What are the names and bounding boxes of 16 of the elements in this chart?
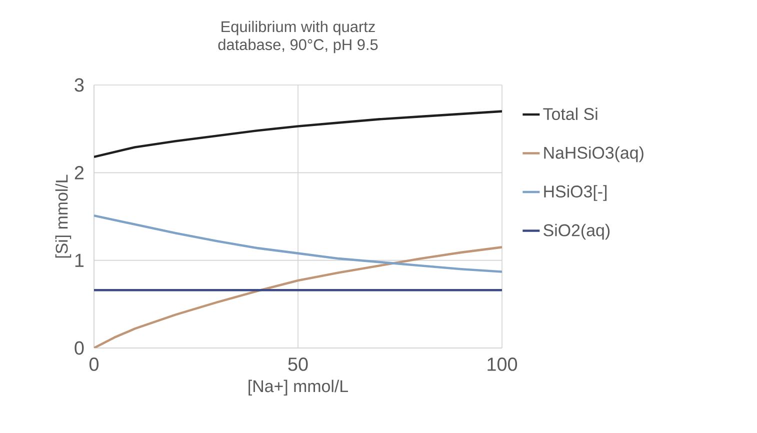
y-tick-label: 0: [74, 341, 84, 355]
x-tick-label: 50: [288, 358, 308, 371]
x-tick-label: 0: [89, 358, 99, 371]
x-tick-label: 100: [488, 358, 518, 371]
legend-label: SiO2(aq): [544, 224, 610, 240]
y-axis-title: [Si] mmol/L: [55, 174, 72, 258]
x-axis-title: [Na+] mmol/L: [248, 380, 348, 396]
chart-subtitle: database, 90°C, pH 9.5: [218, 38, 378, 54]
y-tick-label: 1: [75, 254, 84, 267]
y-tick-label: 2: [74, 166, 84, 180]
line-series: [94, 110, 502, 158]
legend-label: HSiO3[-]: [544, 185, 607, 201]
legend-label: NaHSiO3(aq): [544, 146, 644, 162]
y-tick-label: 3: [74, 78, 84, 92]
legend-label: Total Si: [543, 108, 598, 120]
chart-title: Equilibrium with quartz: [222, 20, 375, 36]
